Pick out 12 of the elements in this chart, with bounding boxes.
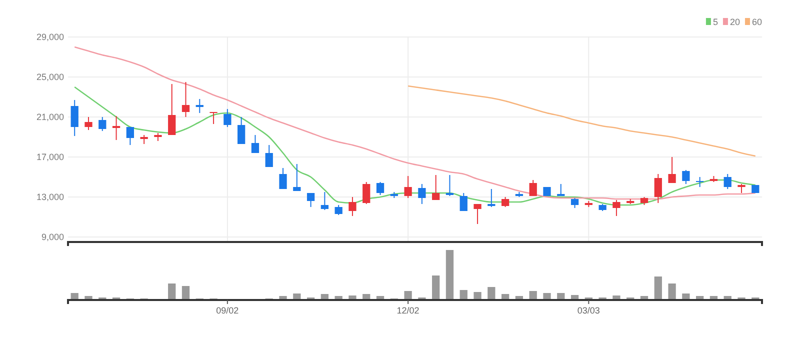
y-tick-label: 9,000 [41, 232, 64, 242]
legend-label: 5 [712, 17, 718, 28]
x-tick-label: 09/02 [216, 305, 239, 316]
y-tick-label: 29,000 [36, 32, 64, 42]
legend-label: 20 [730, 17, 740, 28]
y-tick-label: 25,000 [36, 72, 64, 82]
x-tick-label: 03/03 [577, 305, 600, 316]
x-tick-label: 12/02 [396, 305, 420, 316]
y-tick-label: 17,000 [36, 152, 64, 162]
y-tick-label: 21,000 [36, 112, 64, 122]
legend-label: 60 [752, 17, 762, 28]
y-tick-label: 13,000 [36, 192, 64, 202]
